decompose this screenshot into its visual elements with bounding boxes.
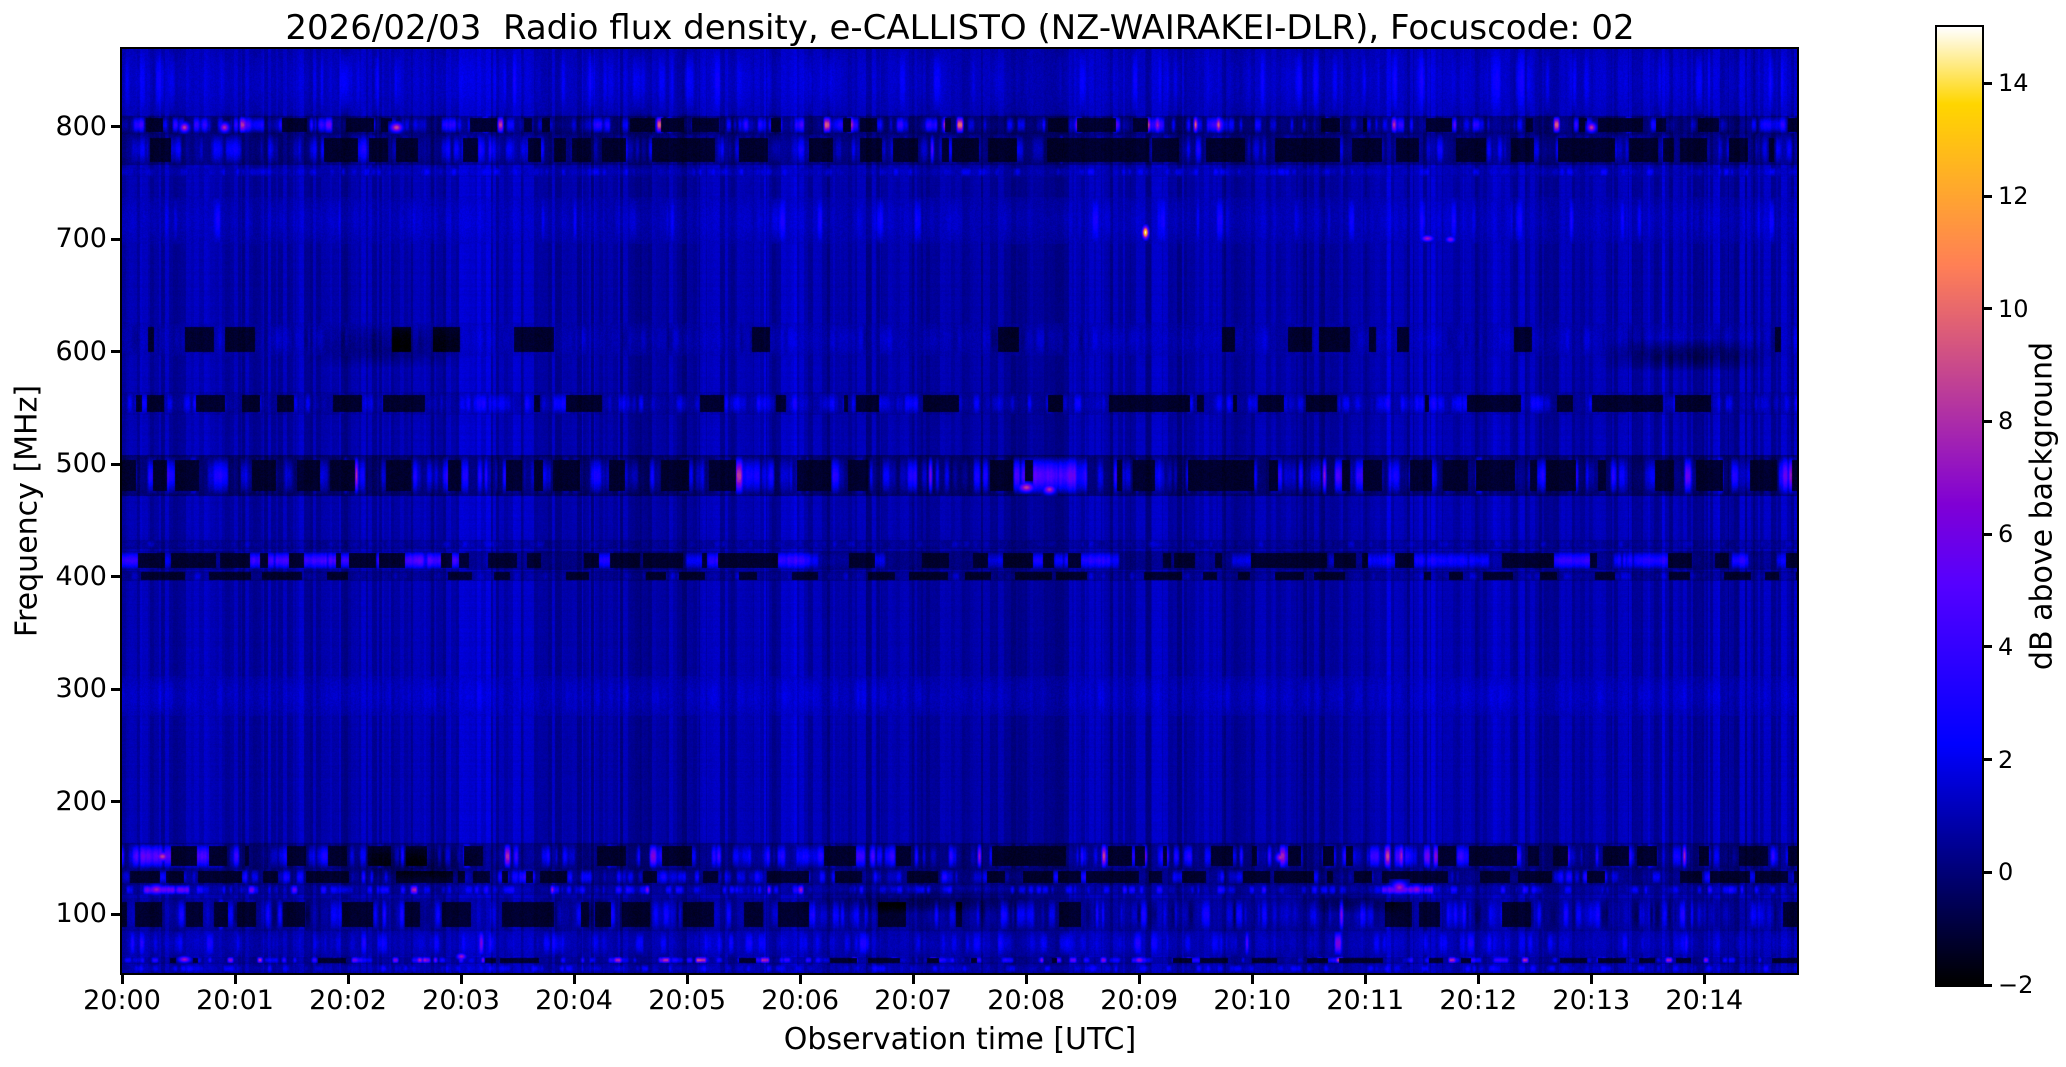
colorbar-tick-label: 12 [1998,182,2029,211]
x-tick-label: 20:13 [1552,985,1631,1016]
x-tick-label: 20:11 [1326,985,1405,1016]
x-tick-label: 20:04 [535,985,613,1016]
spectrogram-canvas [122,49,1797,973]
x-tick-mark [685,975,689,984]
colorbar-tick-mark [1984,645,1992,649]
x-tick-mark [346,975,350,984]
y-tick-mark [111,237,120,241]
x-tick-mark [1702,975,1706,984]
x-tick-mark [798,975,802,984]
x-tick-mark [459,975,463,984]
y-tick-mark [111,912,120,916]
x-tick-mark [233,975,237,984]
y-tick-mark [111,687,120,691]
y-tick-label: 800 [55,110,107,142]
y-tick-mark [111,800,120,804]
y-tick-label: 100 [55,898,107,930]
y-tick-mark [111,350,120,354]
x-tick-mark [1137,975,1141,984]
x-tick-mark [572,975,576,984]
colorbar-tick-label: 6 [1998,520,2014,549]
x-tick-label: 20:14 [1665,985,1744,1016]
y-axis-label: Frequency [MHz] [9,384,45,638]
y-tick-label: 500 [55,448,107,480]
x-tick-mark [911,975,915,984]
colorbar-tick-mark [1984,532,1992,536]
x-tick-mark [1363,975,1367,984]
x-tick-mark [120,975,124,984]
x-tick-label: 20:08 [987,985,1066,1016]
colorbar-tick-label: 4 [1998,632,2014,661]
colorbar-label: dB above background [2024,341,2060,671]
x-tick-label: 20:10 [1213,985,1292,1016]
x-tick-label: 20:01 [196,985,274,1016]
colorbar-tick-mark [1984,983,1992,987]
y-tick-label: 600 [55,335,107,367]
y-tick-label: 200 [55,785,107,817]
colorbar-tick-mark [1984,307,1992,311]
colorbar-tick-label: 10 [1998,294,2029,323]
colorbar-tick-mark [1984,870,1992,874]
chart-title: 2026/02/03 Radio flux density, e-CALLIST… [285,8,1635,48]
x-tick-mark [1250,975,1254,984]
colorbar-tick-label: 8 [1998,407,2014,436]
y-tick-label: 300 [55,673,107,705]
x-tick-label: 20:07 [874,985,953,1016]
y-tick-mark [111,575,120,579]
x-tick-label: 20:12 [1439,985,1518,1016]
colorbar-tick-mark [1984,419,1992,423]
x-tick-label: 20:02 [309,985,387,1016]
x-tick-label: 20:05 [648,985,727,1016]
plot-area [120,47,1799,975]
x-tick-label: 20:09 [1100,985,1179,1016]
y-tick-mark [111,125,120,129]
colorbar-tick-label: 0 [1998,858,2014,887]
colorbar-canvas [1937,27,1982,985]
x-axis-label: Observation time [UTC] [783,1022,1137,1057]
x-tick-label: 20:00 [83,985,161,1016]
colorbar-tick-mark [1984,194,1992,198]
colorbar-tick-label: 2 [1998,745,2014,774]
y-tick-label: 400 [55,560,107,592]
colorbar-tick-mark [1984,758,1992,762]
y-tick-mark [111,462,120,466]
x-tick-mark [1589,975,1593,984]
x-tick-mark [1476,975,1480,984]
x-tick-mark [1024,975,1028,984]
colorbar-tick-label: −2 [1998,971,2034,999]
x-tick-label: 20:03 [422,985,500,1016]
colorbar-tick-mark [1984,81,1992,85]
colorbar-tick-label: 14 [1998,69,2029,98]
y-tick-label: 700 [55,223,107,255]
x-tick-label: 20:06 [761,985,840,1016]
colorbar [1935,25,1984,987]
